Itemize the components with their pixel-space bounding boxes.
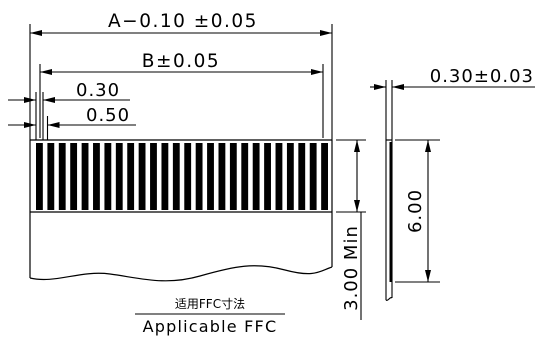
conductor-stripe xyxy=(264,143,271,210)
conductor-stripe xyxy=(286,143,294,210)
conductor-stripe xyxy=(298,143,306,210)
ffc-break-line xyxy=(29,265,333,282)
caption-english: Applicable FFC xyxy=(143,317,278,336)
side-view-break-line xyxy=(385,296,393,302)
conductor-stripe xyxy=(321,143,328,210)
conductor-stripe xyxy=(229,143,237,210)
conductor-stripe xyxy=(127,143,135,210)
side-view-stiffener xyxy=(389,142,392,282)
pitch-label: 0.50 xyxy=(86,105,130,126)
ffc-side-view: 0.30±0.03 xyxy=(370,66,535,302)
ffc-front-view xyxy=(29,139,333,282)
stiffener-length-label: 6.00 xyxy=(405,189,426,233)
conductor-stripe xyxy=(104,143,112,210)
conductor-stripe xyxy=(93,143,100,210)
conductor-stripe xyxy=(58,143,66,210)
a-width-dimension: A−0.10 ±0.05 xyxy=(29,11,333,140)
conductor-stripe xyxy=(47,143,55,210)
exposed-length-label: 3.00 Min xyxy=(341,225,362,311)
conductor-stripe xyxy=(241,143,249,210)
b-width-dimension: B±0.05 xyxy=(39,51,324,138)
caption-chinese: 适用FFC寸法 xyxy=(175,297,245,311)
exposed-length-dimension: 3.00 Min xyxy=(336,139,366,320)
thickness-label: 0.30±0.03 xyxy=(430,66,534,87)
pitch-dimensions: 0.30 0.50 xyxy=(8,80,136,140)
b-width-label: B±0.05 xyxy=(142,51,220,72)
conductor-stripe xyxy=(195,143,203,210)
conductor-stripe xyxy=(218,143,226,210)
conductor-stripes xyxy=(36,143,328,210)
conductor-width-label: 0.30 xyxy=(76,80,120,101)
conductor-stripe xyxy=(252,143,260,210)
conductor-stripe xyxy=(138,143,146,210)
conductor-stripe xyxy=(81,143,89,210)
conductor-stripe xyxy=(207,143,214,210)
conductor-stripe xyxy=(184,143,192,210)
a-width-label: A−0.10 ±0.05 xyxy=(108,11,258,32)
conductor-stripe xyxy=(150,143,157,210)
conductor-stripe xyxy=(309,143,317,210)
stiffener-length-dimension: 6.00 xyxy=(395,139,440,283)
conductor-stripe xyxy=(275,143,283,210)
conductor-stripe xyxy=(115,143,123,210)
caption: 适用FFC寸法 Applicable FFC xyxy=(135,297,285,336)
conductor-stripe xyxy=(161,143,169,210)
conductor-stripe xyxy=(36,143,43,210)
conductor-stripe xyxy=(172,143,180,210)
conductor-stripe xyxy=(70,143,78,210)
